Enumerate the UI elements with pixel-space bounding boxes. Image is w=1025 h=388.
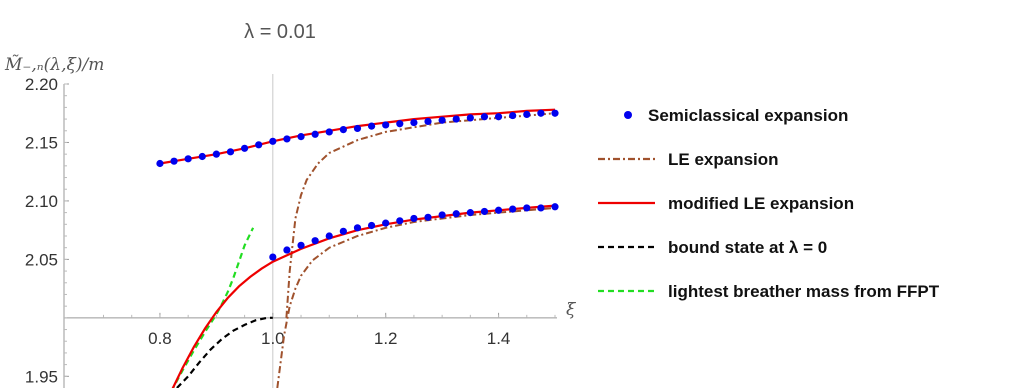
semiclassical-point: [269, 137, 277, 145]
legend-marker: [624, 111, 632, 119]
semiclassical-point: [382, 219, 390, 227]
semiclassical-point: [283, 135, 291, 143]
legend-label: LE expansion: [668, 150, 779, 169]
y-tick-label: 2.05: [25, 250, 58, 269]
semiclassical-point: [226, 148, 235, 156]
semiclassical-point: [480, 207, 489, 216]
x-tick-label: 1.2: [374, 329, 398, 348]
semiclassical-point: [523, 204, 531, 212]
semiclassical-point: [255, 141, 263, 149]
semiclassical-point: [509, 205, 517, 213]
legend-item: Semiclassical expansion: [624, 106, 848, 125]
semiclassical-point: [424, 117, 432, 126]
semiclassical-point: [396, 120, 404, 128]
semiclassical-point: [212, 150, 220, 158]
semiclassical-point: [494, 113, 503, 121]
legend-item: bound state at λ = 0: [598, 238, 827, 257]
semiclassical-point: [184, 155, 192, 163]
y-axis-label: M̃₋,ₙ(λ,ξ)/m: [4, 55, 104, 75]
semiclassical-point: [424, 213, 432, 221]
semiclassical-point: [311, 237, 319, 245]
legend-label: modified LE expansion: [668, 194, 854, 213]
legend-label: lightest breather mass from FFPT: [668, 282, 940, 301]
semiclassical-point: [297, 241, 305, 249]
y-tick-label: 2.20: [25, 75, 58, 94]
semiclassical-point: [339, 227, 347, 235]
legend-label: Semiclassical expansion: [648, 106, 848, 125]
x-tick-label: 1.4: [487, 329, 511, 348]
le-expansion-line: [285, 112, 556, 318]
x-tick-label: 1.0: [261, 329, 285, 348]
semiclassical-point: [396, 217, 404, 225]
semiclassical-point: [367, 221, 376, 230]
semiclassical-point: [353, 224, 362, 232]
semiclassical-point: [240, 144, 249, 152]
chart-title: λ = 0.01: [244, 21, 316, 43]
semiclassical-point: [325, 232, 333, 240]
semiclassical-point: [311, 130, 319, 138]
semiclassical-point: [509, 111, 517, 120]
semiclassical-point: [367, 122, 376, 130]
semiclassical-point: [551, 109, 559, 117]
semiclassical-point: [283, 246, 291, 254]
semiclassical-point: [353, 124, 362, 133]
semiclassical-point: [156, 159, 164, 168]
x-tick-label: 0.8: [148, 329, 172, 348]
legend-label: bound state at λ = 0: [668, 238, 827, 257]
x-axis-label: ξ: [566, 300, 577, 320]
y-tick-label: 1.95: [25, 367, 58, 386]
semiclassical-point: [410, 118, 418, 127]
legend-item: lightest breather mass from FFPT: [598, 282, 940, 301]
plot-area: [156, 108, 559, 388]
semiclassical-point: [382, 121, 390, 129]
semiclassical-point: [480, 113, 489, 121]
semiclassical-point: [339, 126, 347, 134]
y-tick-label: 2.10: [25, 192, 58, 211]
semiclassical-point: [410, 214, 418, 223]
semiclassical-point: [269, 253, 277, 261]
semiclassical-point: [537, 204, 545, 212]
axes: 1.95 2.05 2.10 2.15 2.20 0.8 1.0 1.2 1.4: [25, 74, 557, 388]
semiclassical-point: [452, 210, 460, 218]
legend: Semiclassical expansion LE expansion modif…: [598, 106, 940, 301]
legend-item: modified LE expansion: [598, 194, 854, 213]
semiclassical-point: [297, 133, 305, 141]
y-tick-label: 2.15: [25, 133, 58, 152]
semiclassical-point: [551, 203, 559, 211]
semiclassical-point: [537, 109, 545, 117]
semiclassical-point: [452, 115, 460, 123]
semiclassical-point: [523, 110, 531, 118]
legend-item: LE expansion: [598, 150, 779, 169]
bound-state-at-0-line: [176, 316, 273, 388]
semiclassical-point: [325, 128, 333, 136]
semiclassical-point: [438, 211, 446, 219]
semiclassical-point: [466, 209, 474, 217]
semiclassical-point: [466, 114, 474, 122]
semiclassical-point: [494, 206, 503, 214]
semiclassical-point: [438, 116, 446, 124]
semiclassical-point: [170, 157, 178, 165]
modified-le-expansion-line: [171, 204, 556, 388]
le-expansion-line: [276, 206, 556, 388]
semiclassical-point: [198, 152, 206, 161]
